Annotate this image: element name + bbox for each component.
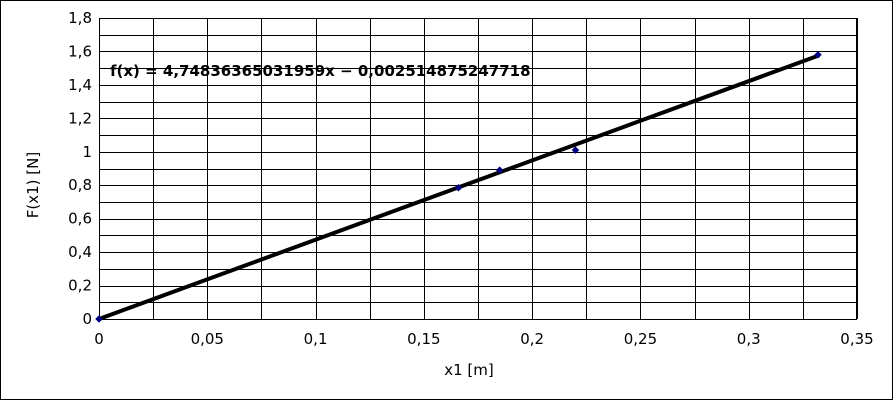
x-tick-label-5: 0,25 bbox=[624, 330, 657, 348]
y-tick-label-8: 1,6 bbox=[68, 42, 92, 60]
y-tick-label-9: 1,8 bbox=[68, 9, 92, 27]
y-tick-label-6: 1,2 bbox=[68, 109, 92, 127]
y-tick-label-1: 0,2 bbox=[68, 277, 92, 295]
data-point-0-3 bbox=[571, 146, 580, 154]
y-tick-label-7: 1,4 bbox=[68, 76, 92, 94]
x-tick-label-2: 0,1 bbox=[304, 330, 328, 348]
data-points bbox=[95, 50, 822, 323]
trendline-equation: f(x) = 4,74836365031959x − 0,00251487524… bbox=[110, 62, 531, 80]
x-tick-label-4: 0,2 bbox=[520, 330, 544, 348]
x-tick-label-7: 0,35 bbox=[840, 330, 873, 348]
y-tick-label-2: 0,4 bbox=[68, 243, 92, 261]
y-tick-label-4: 0,8 bbox=[68, 176, 92, 194]
data-point-0-0 bbox=[95, 315, 103, 323]
y-tick-label-3: 0,6 bbox=[68, 210, 92, 228]
y-tick-label-0: 0 bbox=[82, 310, 92, 328]
x-tick-label-0: 0 bbox=[94, 330, 104, 348]
x-tick-label-1: 0,05 bbox=[191, 330, 224, 348]
plot-frame bbox=[99, 18, 857, 320]
y-axis-title: F(x1) [N] bbox=[24, 152, 42, 218]
data-point-0-1 bbox=[454, 183, 463, 192]
data-point-0-2 bbox=[495, 166, 504, 175]
data-point-0-4 bbox=[814, 50, 822, 59]
plot-border bbox=[99, 18, 857, 320]
x-tick-label-6: 0,3 bbox=[737, 330, 761, 348]
tick-labels: 0 0,2 0,4 0,6 0,8 1 1,2 1,4 1,6 1,8 0 0,05 0,1 0,15 0,… bbox=[68, 9, 874, 348]
grid-lines bbox=[99, 18, 858, 320]
x-axis-title: x1 [m] bbox=[444, 361, 494, 379]
x-tick-label-3: 0,15 bbox=[407, 330, 440, 348]
y-tick-label-5: 1 bbox=[82, 143, 92, 161]
